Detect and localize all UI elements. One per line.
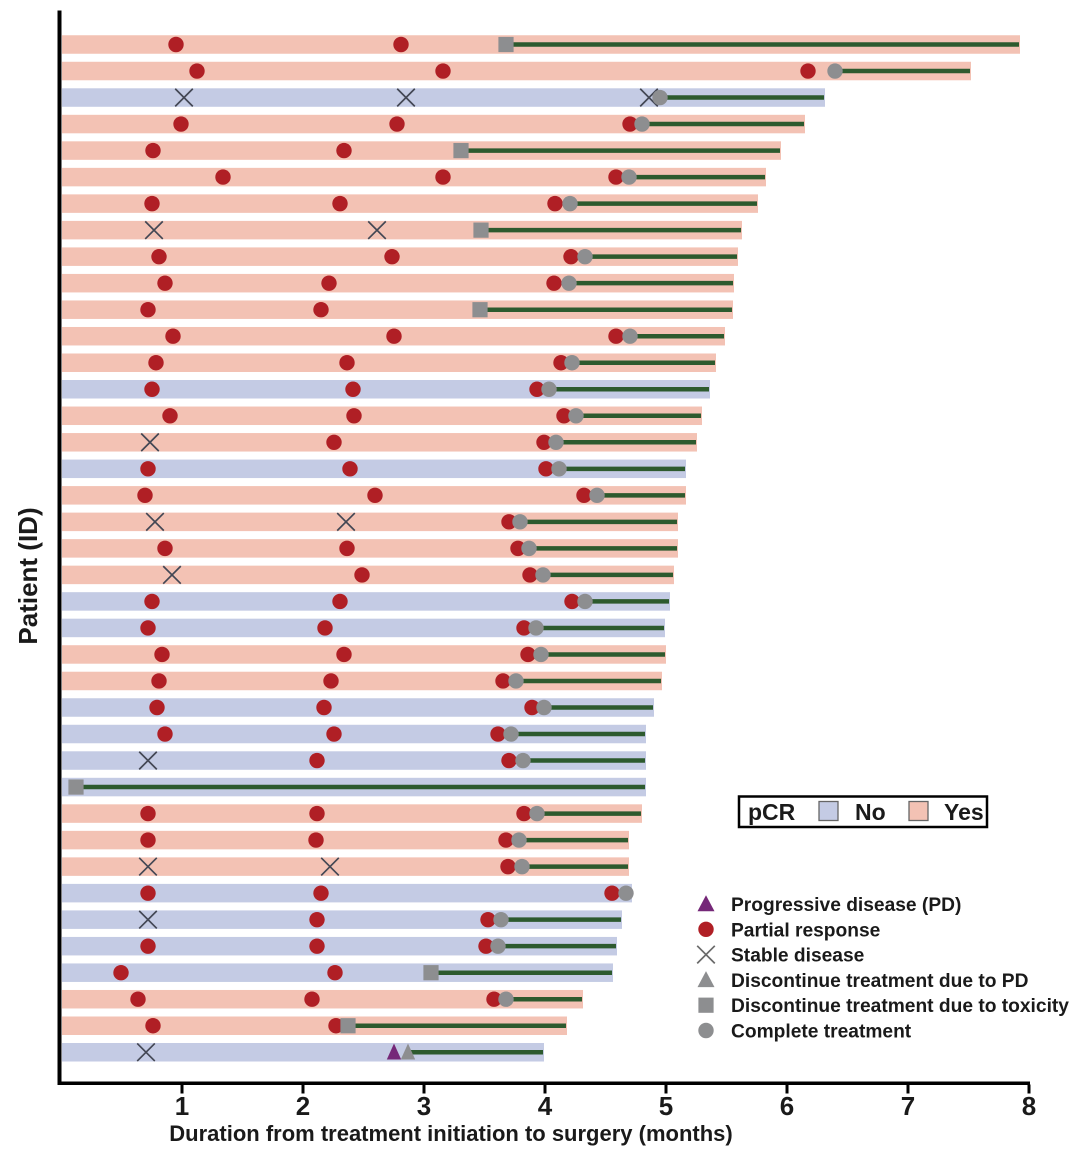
svg-text:1: 1 (175, 1091, 189, 1121)
svg-text:Partial response: Partial response (731, 920, 881, 941)
svg-text:pCR: pCR (748, 799, 796, 825)
svg-text:8: 8 (1022, 1091, 1036, 1121)
svg-text:Discontinue treatment due to P: Discontinue treatment due to PD (731, 971, 1029, 992)
svg-text:Patient (ID): Patient (ID) (13, 507, 43, 644)
svg-text:Stable disease: Stable disease (731, 946, 865, 967)
svg-text:6: 6 (780, 1091, 794, 1121)
svg-text:No: No (855, 799, 886, 825)
svg-text:Yes: Yes (944, 799, 984, 825)
svg-text:Discontinue treatment due to t: Discontinue treatment due to toxicity (731, 996, 1069, 1017)
svg-text:Complete treatment: Complete treatment (731, 1022, 912, 1043)
svg-text:3: 3 (417, 1091, 431, 1121)
svg-text:5: 5 (659, 1091, 673, 1121)
svg-text:2: 2 (296, 1091, 310, 1121)
svg-text:4: 4 (538, 1091, 553, 1121)
svg-text:Progressive disease (PD): Progressive disease (PD) (731, 895, 961, 916)
svg-text:7: 7 (901, 1091, 915, 1121)
svg-text:Duration from treatment initia: Duration from treatment initiation to su… (169, 1121, 732, 1146)
